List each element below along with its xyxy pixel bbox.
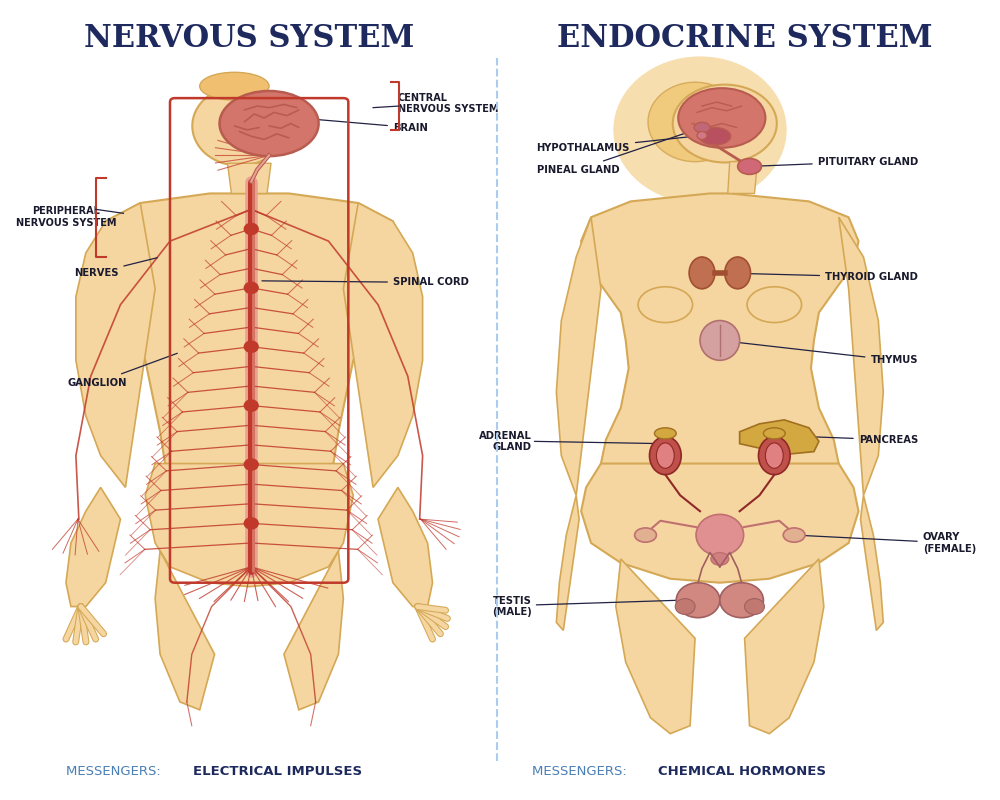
Ellipse shape <box>648 82 742 162</box>
Ellipse shape <box>738 158 761 174</box>
Text: ENDOCRINE SYSTEM: ENDOCRINE SYSTEM <box>557 23 932 54</box>
Ellipse shape <box>696 514 744 556</box>
Text: BRAIN: BRAIN <box>302 118 428 133</box>
Polygon shape <box>745 559 824 734</box>
Text: PANCREAS: PANCREAS <box>787 434 918 445</box>
Circle shape <box>745 598 764 614</box>
Polygon shape <box>556 218 601 495</box>
Text: NERVES: NERVES <box>74 258 157 278</box>
Ellipse shape <box>673 85 777 162</box>
Circle shape <box>244 341 258 352</box>
Ellipse shape <box>697 131 707 139</box>
Ellipse shape <box>758 437 790 474</box>
Text: GANGLION: GANGLION <box>68 354 177 387</box>
Text: TESTIS
(MALE): TESTIS (MALE) <box>492 596 532 618</box>
Polygon shape <box>76 203 155 487</box>
Ellipse shape <box>689 257 715 289</box>
Polygon shape <box>861 495 883 630</box>
Circle shape <box>244 223 258 234</box>
Text: PITUITARY GLAND: PITUITARY GLAND <box>752 157 918 166</box>
Text: CENTRAL
NERVOUS SYSTEM: CENTRAL NERVOUS SYSTEM <box>398 93 498 114</box>
Ellipse shape <box>654 428 676 439</box>
Ellipse shape <box>635 528 656 542</box>
Circle shape <box>720 582 763 618</box>
Polygon shape <box>66 487 120 606</box>
Polygon shape <box>581 463 859 582</box>
Ellipse shape <box>699 127 731 145</box>
Polygon shape <box>740 420 819 454</box>
Text: OVARY
(FEMALE): OVARY (FEMALE) <box>923 532 976 554</box>
Ellipse shape <box>700 321 740 360</box>
Text: ELECTRICAL IMPULSES: ELECTRICAL IMPULSES <box>193 766 362 778</box>
Circle shape <box>244 518 258 529</box>
Polygon shape <box>616 559 695 734</box>
Polygon shape <box>581 194 859 483</box>
Ellipse shape <box>694 122 710 133</box>
Polygon shape <box>378 487 433 606</box>
Ellipse shape <box>725 257 751 289</box>
Text: ADRENAL
GLAND: ADRENAL GLAND <box>479 430 532 452</box>
Ellipse shape <box>200 72 269 100</box>
Ellipse shape <box>192 86 286 166</box>
Circle shape <box>244 282 258 294</box>
Text: CHEMICAL HORMONES: CHEMICAL HORMONES <box>658 766 826 778</box>
Ellipse shape <box>613 57 787 203</box>
Ellipse shape <box>763 428 785 439</box>
Circle shape <box>676 582 720 618</box>
Ellipse shape <box>765 443 783 468</box>
Polygon shape <box>839 218 883 495</box>
Text: SPINAL CORD: SPINAL CORD <box>262 278 469 287</box>
Ellipse shape <box>649 437 681 474</box>
Polygon shape <box>728 162 757 194</box>
Polygon shape <box>155 551 215 710</box>
Polygon shape <box>556 495 579 630</box>
Text: THYROID GLAND: THYROID GLAND <box>723 272 918 282</box>
Ellipse shape <box>783 528 805 542</box>
Polygon shape <box>343 203 423 487</box>
Ellipse shape <box>678 88 765 148</box>
Text: THYMUS: THYMUS <box>723 341 918 366</box>
Ellipse shape <box>747 286 802 322</box>
Text: PERIPHERAL
NERVOUS SYSTEM: PERIPHERAL NERVOUS SYSTEM <box>16 206 116 228</box>
Text: PINEAL GLAND: PINEAL GLAND <box>537 128 699 174</box>
Circle shape <box>244 400 258 411</box>
Circle shape <box>244 459 258 470</box>
Text: MESSENGERS:: MESSENGERS: <box>66 766 165 778</box>
Polygon shape <box>96 194 403 479</box>
Text: NERVOUS SYSTEM: NERVOUS SYSTEM <box>84 23 414 54</box>
Polygon shape <box>284 551 343 710</box>
Text: MESSENGERS:: MESSENGERS: <box>532 766 631 778</box>
Text: HYPOTHALAMUS: HYPOTHALAMUS <box>537 136 699 153</box>
Ellipse shape <box>711 553 729 566</box>
Ellipse shape <box>656 443 674 468</box>
Ellipse shape <box>638 286 693 322</box>
Circle shape <box>675 598 695 614</box>
Polygon shape <box>145 463 353 586</box>
Ellipse shape <box>220 91 319 156</box>
Polygon shape <box>227 163 271 194</box>
